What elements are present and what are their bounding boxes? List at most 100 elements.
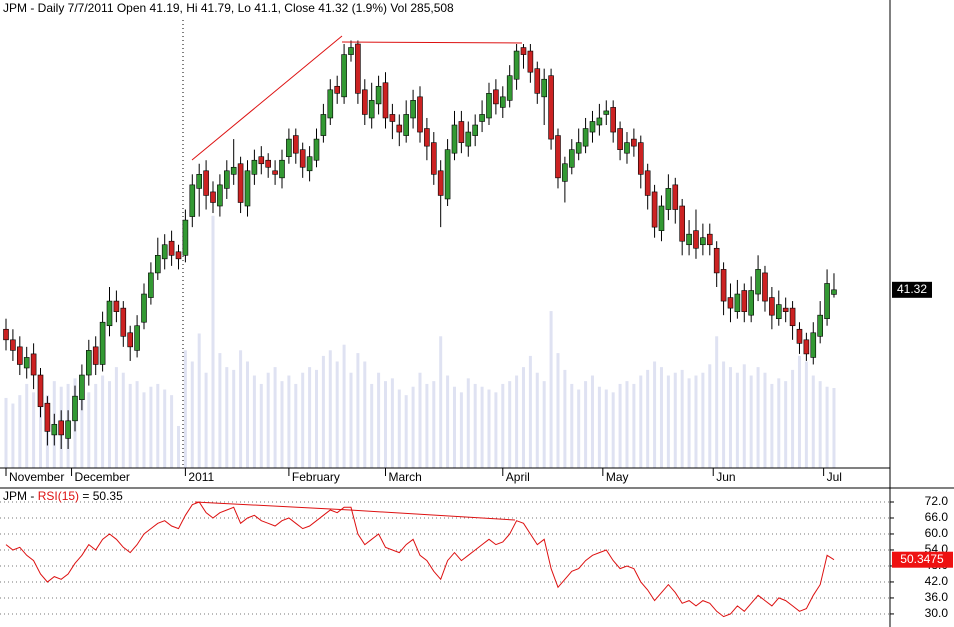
volume-bar bbox=[404, 395, 408, 468]
volume-bar bbox=[659, 367, 663, 468]
volume-bar bbox=[25, 383, 29, 468]
candle-body bbox=[3, 328, 9, 341]
volume-bar bbox=[183, 350, 187, 468]
y-tick-label: 60.0 bbox=[925, 526, 949, 540]
candle-body bbox=[596, 117, 603, 126]
candle-body bbox=[686, 233, 692, 246]
volume-bar bbox=[273, 367, 277, 468]
candle-body bbox=[755, 269, 761, 295]
volume-bar bbox=[245, 361, 249, 468]
trendline bbox=[194, 501, 351, 511]
volume-bar bbox=[756, 367, 760, 468]
candle-body bbox=[258, 156, 265, 165]
volume-bar bbox=[618, 383, 622, 468]
candle-body bbox=[251, 159, 258, 175]
volume-bar bbox=[446, 375, 450, 468]
candle-body bbox=[831, 289, 837, 295]
volume-bar bbox=[777, 378, 781, 468]
volume-bar bbox=[570, 383, 574, 468]
volume-bar bbox=[135, 381, 139, 468]
volume-bar bbox=[563, 369, 567, 468]
volume-bar bbox=[439, 336, 443, 468]
volume-bar bbox=[501, 383, 505, 468]
volume-bar bbox=[197, 333, 201, 468]
volume-bar bbox=[356, 353, 360, 468]
candle-body bbox=[37, 374, 44, 408]
candle-body bbox=[244, 170, 251, 207]
candle-body bbox=[789, 307, 796, 327]
volume-bar bbox=[763, 372, 767, 468]
volume-bar bbox=[411, 386, 415, 468]
candle-body bbox=[396, 124, 403, 133]
y-tick-label: 66.0 bbox=[925, 510, 949, 524]
rsi-value-label: 50.3475 bbox=[900, 552, 944, 566]
trendline bbox=[349, 509, 516, 521]
candle-body bbox=[637, 142, 644, 175]
candle-body bbox=[217, 184, 223, 207]
candle-body bbox=[513, 50, 520, 80]
volume-bar bbox=[625, 381, 629, 468]
candle-body bbox=[541, 78, 547, 98]
volume-bar bbox=[142, 392, 146, 468]
candle-body bbox=[113, 300, 120, 312]
candle-body bbox=[327, 89, 334, 119]
x-tick-label: 2011 bbox=[188, 470, 214, 484]
volume-bar bbox=[666, 375, 670, 468]
volume-bar bbox=[466, 378, 470, 468]
candle-body bbox=[769, 297, 775, 316]
price-trendlines bbox=[191, 35, 523, 161]
candle-body bbox=[824, 283, 830, 319]
last-price-label: 41.32 bbox=[897, 282, 927, 296]
volume-bar bbox=[549, 311, 553, 468]
volume-bar bbox=[383, 381, 387, 468]
candle-body bbox=[458, 121, 465, 143]
candle-body bbox=[210, 191, 216, 203]
trendline bbox=[191, 35, 343, 161]
candle-body bbox=[713, 247, 720, 274]
volume-bar bbox=[556, 353, 560, 468]
volume-bar bbox=[280, 381, 284, 468]
candle-body bbox=[679, 205, 685, 242]
rsi-line bbox=[5, 501, 835, 618]
candle-body bbox=[223, 170, 230, 189]
volume-bar bbox=[728, 367, 732, 468]
y-tick-label: 36.0 bbox=[925, 590, 949, 604]
candle-body bbox=[237, 163, 244, 203]
candle-body bbox=[727, 297, 734, 309]
candle-body bbox=[417, 96, 423, 133]
candle-body bbox=[148, 272, 154, 298]
candle-body bbox=[313, 138, 320, 161]
volume-bar bbox=[735, 372, 739, 468]
volume-bar bbox=[204, 372, 208, 468]
volume-bar bbox=[584, 381, 588, 468]
candle-body bbox=[762, 272, 768, 302]
candle-body bbox=[23, 357, 30, 369]
candle-body bbox=[610, 107, 616, 133]
candle-body bbox=[368, 100, 375, 119]
volume-bar bbox=[266, 372, 270, 468]
volume-bar bbox=[259, 383, 263, 468]
trendline bbox=[341, 41, 523, 44]
volume-bar bbox=[590, 375, 594, 468]
candle-body bbox=[168, 240, 175, 256]
volume-bar bbox=[370, 383, 374, 468]
volume-bar bbox=[508, 381, 512, 468]
volume-bar bbox=[528, 355, 532, 468]
candle-body bbox=[355, 43, 361, 94]
candle-body bbox=[389, 114, 396, 122]
candle-body bbox=[548, 75, 554, 140]
volume-bar bbox=[363, 361, 367, 468]
volume-bar bbox=[784, 381, 788, 468]
candle-body bbox=[672, 184, 679, 210]
candle-body bbox=[106, 300, 113, 327]
volume-bar bbox=[377, 372, 381, 468]
candle-body bbox=[286, 138, 292, 158]
candle-body bbox=[472, 124, 478, 136]
rsi-panel bbox=[0, 501, 894, 618]
volume-bar bbox=[308, 367, 312, 468]
volume-bar bbox=[521, 367, 525, 468]
volume-bar bbox=[225, 367, 229, 468]
candle-body bbox=[479, 114, 485, 122]
candle-body bbox=[30, 353, 37, 376]
candle-body bbox=[451, 124, 458, 154]
